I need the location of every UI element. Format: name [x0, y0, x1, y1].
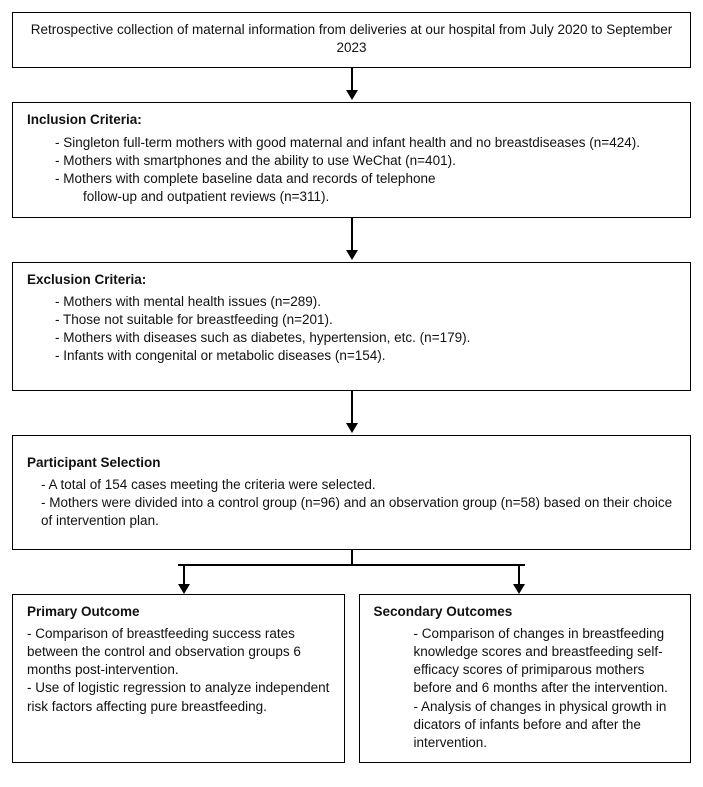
inclusion-item-2: - Mothers with smartphones and the abili… [27, 152, 676, 170]
secondary-item-1: - Comparison of changes in breastfeeding… [374, 625, 677, 698]
inclusion-item-3: - Mothers with complete baseline data an… [27, 170, 676, 188]
secondary-item-2: - Analysis of changes in physical growth… [374, 698, 677, 753]
box-participant-selection: Participant Selection - A total of 154 c… [12, 435, 691, 550]
box-primary-outcome: Primary Outcome - Comparison of breastfe… [12, 594, 345, 764]
participant-item-1: - A total of 154 cases meeting the crite… [27, 476, 676, 494]
flowchart: Retrospective collection of maternal inf… [12, 12, 691, 763]
box-exclusion: Exclusion Criteria: - Mothers with menta… [12, 262, 691, 391]
outcomes-row: Primary Outcome - Comparison of breastfe… [12, 594, 691, 764]
box-secondary-outcomes: Secondary Outcomes - Comparison of chang… [359, 594, 692, 764]
split-connector [12, 550, 691, 594]
arrow-1 [346, 68, 358, 102]
arrow-3 [346, 391, 358, 435]
exclusion-item-4: - Infants with congenital or metabolic d… [27, 347, 676, 365]
inclusion-item-3b: follow-up and outpatient reviews (n=311)… [27, 188, 676, 206]
participant-item-2: - Mothers were divided into a control gr… [27, 494, 676, 530]
arrow-right [513, 566, 525, 594]
primary-item-1: - Comparison of breastfeeding success ra… [27, 625, 330, 680]
primary-title: Primary Outcome [27, 603, 330, 621]
inclusion-item-1: - Singleton full-term mothers with good … [27, 134, 676, 152]
secondary-title: Secondary Outcomes [374, 603, 677, 621]
exclusion-title: Exclusion Criteria: [27, 271, 676, 289]
arrow-2 [346, 218, 358, 262]
arrow-left [178, 566, 190, 594]
exclusion-item-1: - Mothers with mental health issues (n=2… [27, 293, 676, 311]
exclusion-item-2: - Those not suitable for breastfeeding (… [27, 311, 676, 329]
primary-item-2: - Use of logistic regression to analyze … [27, 679, 330, 715]
exclusion-item-3: - Mothers with diseases such as diabetes… [27, 329, 676, 347]
box-inclusion: Inclusion Criteria: - Singleton full-ter… [12, 102, 691, 217]
participant-title: Participant Selection [27, 454, 676, 472]
box1-text: Retrospective collection of maternal inf… [31, 22, 673, 55]
inclusion-title: Inclusion Criteria: [27, 111, 676, 129]
box-retrospective: Retrospective collection of maternal inf… [12, 12, 691, 68]
